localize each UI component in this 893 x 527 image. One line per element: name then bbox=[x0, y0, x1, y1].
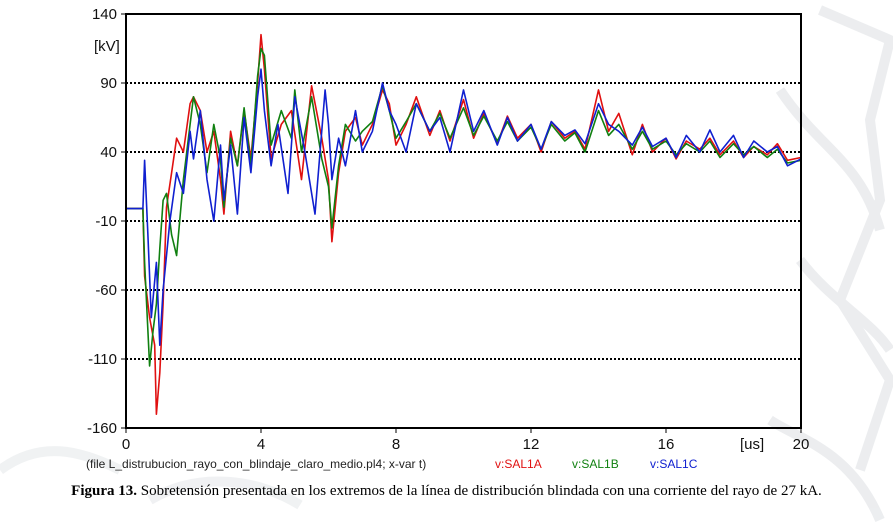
series-line-vsal1b bbox=[126, 47, 802, 367]
series-layer bbox=[126, 33, 802, 415]
x-tick-label: 4 bbox=[257, 436, 265, 453]
y-tick-label: 90 bbox=[100, 75, 117, 92]
x-tick-label: 8 bbox=[392, 436, 400, 453]
x-tick-label: 0 bbox=[122, 436, 130, 453]
grid-layer bbox=[126, 82, 801, 360]
y-tick-label: -110 bbox=[88, 351, 117, 368]
tick-layer: 140 90 40 -10 -60 -110 -160 0 4 8 12 16 20 bbox=[87, 6, 809, 453]
y-tick-label: 140 bbox=[92, 6, 117, 23]
series-line-vsal1c bbox=[126, 68, 802, 346]
watermark-stroke bbox=[796, 256, 893, 353]
watermark-stroke bbox=[0, 446, 123, 475]
caption-text: Sobretensión presentada en los extremos … bbox=[137, 483, 822, 499]
watermark-stroke bbox=[147, 476, 303, 510]
watermark-stroke bbox=[775, 87, 885, 232]
legend-sal1a: v:SAL1A bbox=[495, 457, 542, 471]
x-tick-label: 12 bbox=[523, 436, 540, 453]
watermark-stroke bbox=[767, 415, 885, 522]
legend-sal1c: v:SAL1C bbox=[650, 457, 698, 471]
y-tick-label: -60 bbox=[95, 282, 117, 299]
y-tick-label: 40 bbox=[100, 144, 117, 161]
file-note: (file L_distrubucion_rayo_con_blindaje_c… bbox=[86, 457, 426, 471]
figure-caption: Figura 13. Sobretensión presentada en lo… bbox=[0, 481, 893, 501]
x-unit-label: [us] bbox=[740, 436, 764, 453]
voltage-chart: 140 90 40 -10 -60 -110 -160 0 4 8 12 16 20 [kV] [us]… bbox=[86, 6, 809, 471]
y-tick-label: -160 bbox=[87, 420, 117, 437]
legend-sal1b: v:SAL1B bbox=[572, 457, 619, 471]
watermark-stroke bbox=[818, 5, 893, 472]
caption-label: Figura 13. bbox=[71, 483, 138, 499]
y-tick-label: -10 bbox=[95, 213, 117, 230]
y-unit-label: [kV] bbox=[94, 38, 120, 55]
x-tick-label: 20 bbox=[793, 436, 810, 453]
x-tick-label: 16 bbox=[658, 436, 675, 453]
